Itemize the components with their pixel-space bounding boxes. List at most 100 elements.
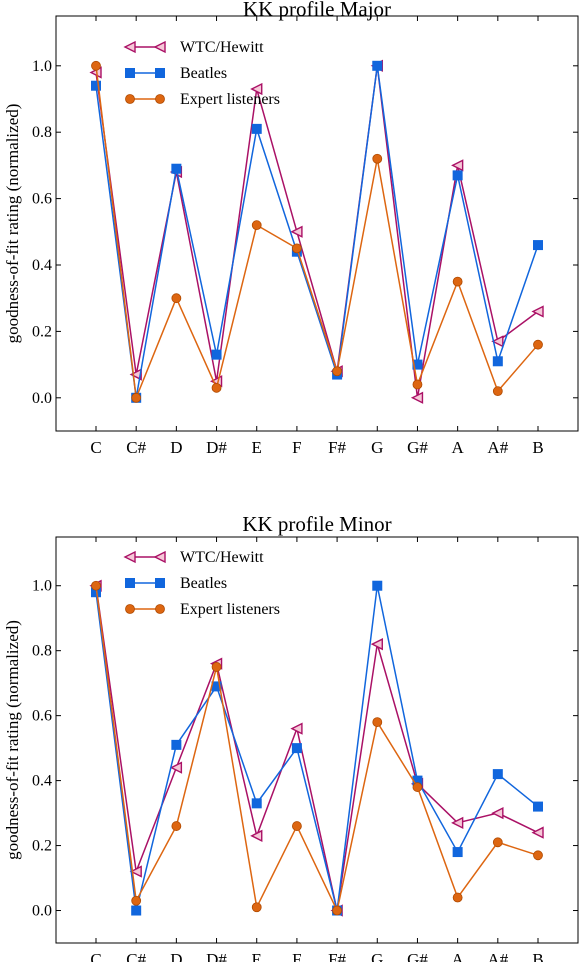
data-point — [372, 580, 383, 591]
series-line-2 — [95, 585, 539, 913]
data-point — [251, 123, 262, 134]
x-tick-label: D# — [206, 438, 227, 457]
x-tick-label: C# — [126, 438, 146, 457]
data-point — [451, 159, 464, 172]
plot-frame — [55, 536, 579, 944]
data-point — [251, 798, 262, 809]
x-tick-label: C — [90, 438, 101, 457]
data-point — [412, 379, 423, 390]
data-point — [211, 382, 222, 393]
series-line-2 — [95, 65, 539, 399]
data-point — [372, 717, 383, 728]
data-point — [169, 761, 183, 774]
y-tick-label: 0.2 — [32, 323, 52, 340]
legend-label: WTC/Hewitt — [180, 549, 264, 566]
x-tick-label: G — [371, 950, 383, 962]
chart-title: KK profile Major — [243, 0, 391, 21]
x-tick-label: F — [292, 438, 301, 457]
data-point — [131, 392, 142, 403]
data-point — [412, 782, 423, 792]
y-tick-label: 0.6 — [32, 191, 52, 208]
legend-marker — [155, 94, 165, 104]
x-tick-label: F — [292, 950, 301, 962]
legend-marker — [155, 578, 165, 588]
legend-marker — [155, 604, 165, 614]
data-point — [531, 305, 544, 318]
data-point — [250, 829, 263, 842]
data-point — [292, 821, 302, 831]
x-tick-label: A — [451, 438, 464, 457]
x-tick-label: C# — [126, 950, 146, 962]
legend-marker — [125, 94, 135, 104]
y-tick-label: 0.6 — [32, 708, 52, 725]
x-tick-label: D# — [206, 950, 227, 962]
legend-label: Beatles — [180, 575, 227, 592]
data-point — [251, 220, 262, 231]
x-tick-label: F# — [328, 438, 346, 457]
data-point — [533, 850, 543, 861]
data-point — [452, 170, 463, 181]
data-point — [251, 902, 262, 913]
x-tick-label: A — [451, 950, 464, 962]
legend-marker — [155, 68, 165, 78]
x-tick-label: C — [90, 950, 101, 962]
y-tick-label: 0.8 — [32, 643, 52, 660]
data-point — [491, 335, 504, 348]
chart-major: KK profile Major 0.0 0.2 0.4 0.6 0.8 1.0 C C# D D#… — [3, 0, 579, 457]
data-point — [290, 225, 303, 238]
data-point — [291, 743, 302, 754]
y-tick-label: 0.4 — [32, 257, 52, 274]
data-point — [129, 865, 142, 878]
x-tick-label: E — [252, 950, 262, 962]
data-point — [533, 240, 543, 251]
data-point — [131, 905, 142, 916]
x-tick-label: G — [371, 438, 383, 457]
data-point — [452, 276, 463, 287]
data-point — [491, 806, 504, 820]
y-axis-label: goodness-of-fit rating (normalized) — [3, 620, 22, 860]
x-tick-label: A# — [487, 950, 508, 962]
y-tick-label: 1.0 — [32, 578, 52, 595]
data-point — [211, 349, 222, 360]
x-tick-label: G# — [407, 950, 428, 962]
data-point — [129, 368, 142, 381]
data-point — [492, 386, 503, 397]
data-point — [452, 892, 463, 903]
data-point — [332, 366, 342, 377]
legend-marker — [123, 550, 136, 564]
chart-minor: KK profile Minor 0.0 0.2 0.4 0.6 0.8 1.0 C C# D D#… — [3, 512, 579, 962]
data-point — [332, 905, 342, 916]
data-point — [492, 837, 503, 848]
x-tick-label: D — [170, 950, 182, 962]
x-tick-label: B — [532, 950, 543, 962]
y-tick-label: 0.0 — [32, 390, 52, 407]
data-point — [211, 662, 222, 672]
series-line-1 — [95, 65, 539, 398]
data-point — [171, 739, 182, 750]
legend-marker — [153, 550, 166, 564]
legend-label: Expert listeners — [180, 91, 280, 108]
y-tick-label: 0.0 — [32, 903, 52, 920]
data-point — [171, 821, 182, 831]
y-axis-label: goodness-of-fit rating (normalized) — [3, 104, 22, 344]
data-point — [370, 638, 383, 651]
legend-marker — [123, 40, 136, 54]
data-point — [492, 356, 503, 367]
x-tick-label: B — [532, 438, 543, 457]
data-point — [290, 722, 303, 735]
data-point — [531, 826, 544, 839]
data-point — [533, 339, 543, 350]
x-tick-label: D — [170, 438, 182, 457]
series-line-1 — [95, 585, 539, 911]
data-point — [452, 847, 463, 858]
data-point — [91, 580, 101, 591]
y-tick-label: 0.4 — [32, 773, 52, 790]
data-point — [131, 895, 142, 906]
x-tick-label: E — [252, 438, 262, 457]
data-point — [492, 769, 503, 780]
legend-marker — [125, 604, 135, 614]
x-tick-label: A# — [487, 438, 508, 457]
plot-frame — [55, 15, 579, 432]
legend-marker — [153, 40, 166, 54]
data-point — [250, 82, 263, 96]
